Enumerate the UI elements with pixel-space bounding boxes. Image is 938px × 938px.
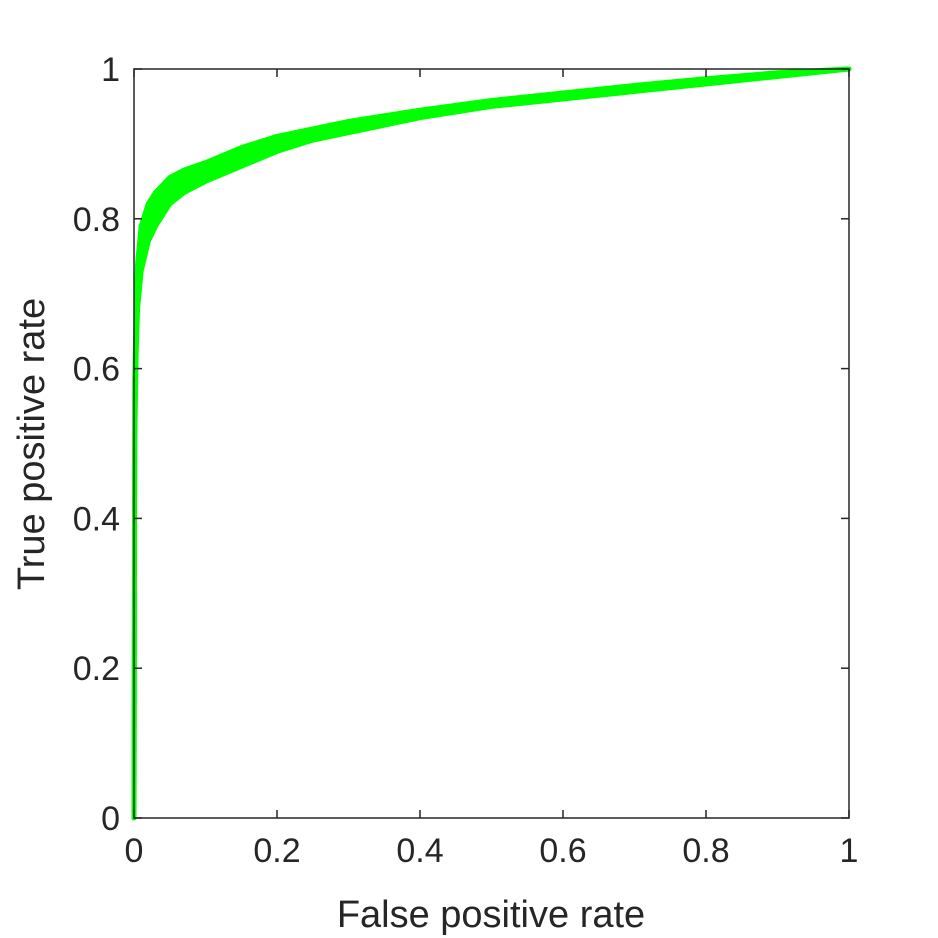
axes-box (133, 68, 850, 819)
y-tick-label: 1 (101, 51, 120, 89)
y-tick-label: 0 (101, 800, 120, 838)
x-tick-label: 0.2 (253, 832, 300, 870)
y-tick-label: 0.2 (73, 650, 120, 688)
axes: 0 0.2 0.4 0.6 0.8 1 0 0.2 0.4 0.6 0.8 1 (73, 51, 859, 870)
y-tick-label: 0.4 (73, 500, 120, 538)
y-tick-label: 0.8 (73, 201, 120, 239)
x-tick-label: 1 (840, 832, 859, 870)
x-tick-label: 0 (125, 832, 144, 870)
y-axis-label: True positive rate (11, 298, 53, 590)
roc-curve-2 (131, 66, 852, 821)
y-tick-label: 0.6 (73, 351, 120, 389)
x-axis-label: False positive rate (337, 894, 645, 936)
x-tick-label: 0.6 (539, 832, 586, 870)
x-tick-label: 0.8 (682, 832, 729, 870)
x-tick-label: 0.4 (396, 832, 443, 870)
